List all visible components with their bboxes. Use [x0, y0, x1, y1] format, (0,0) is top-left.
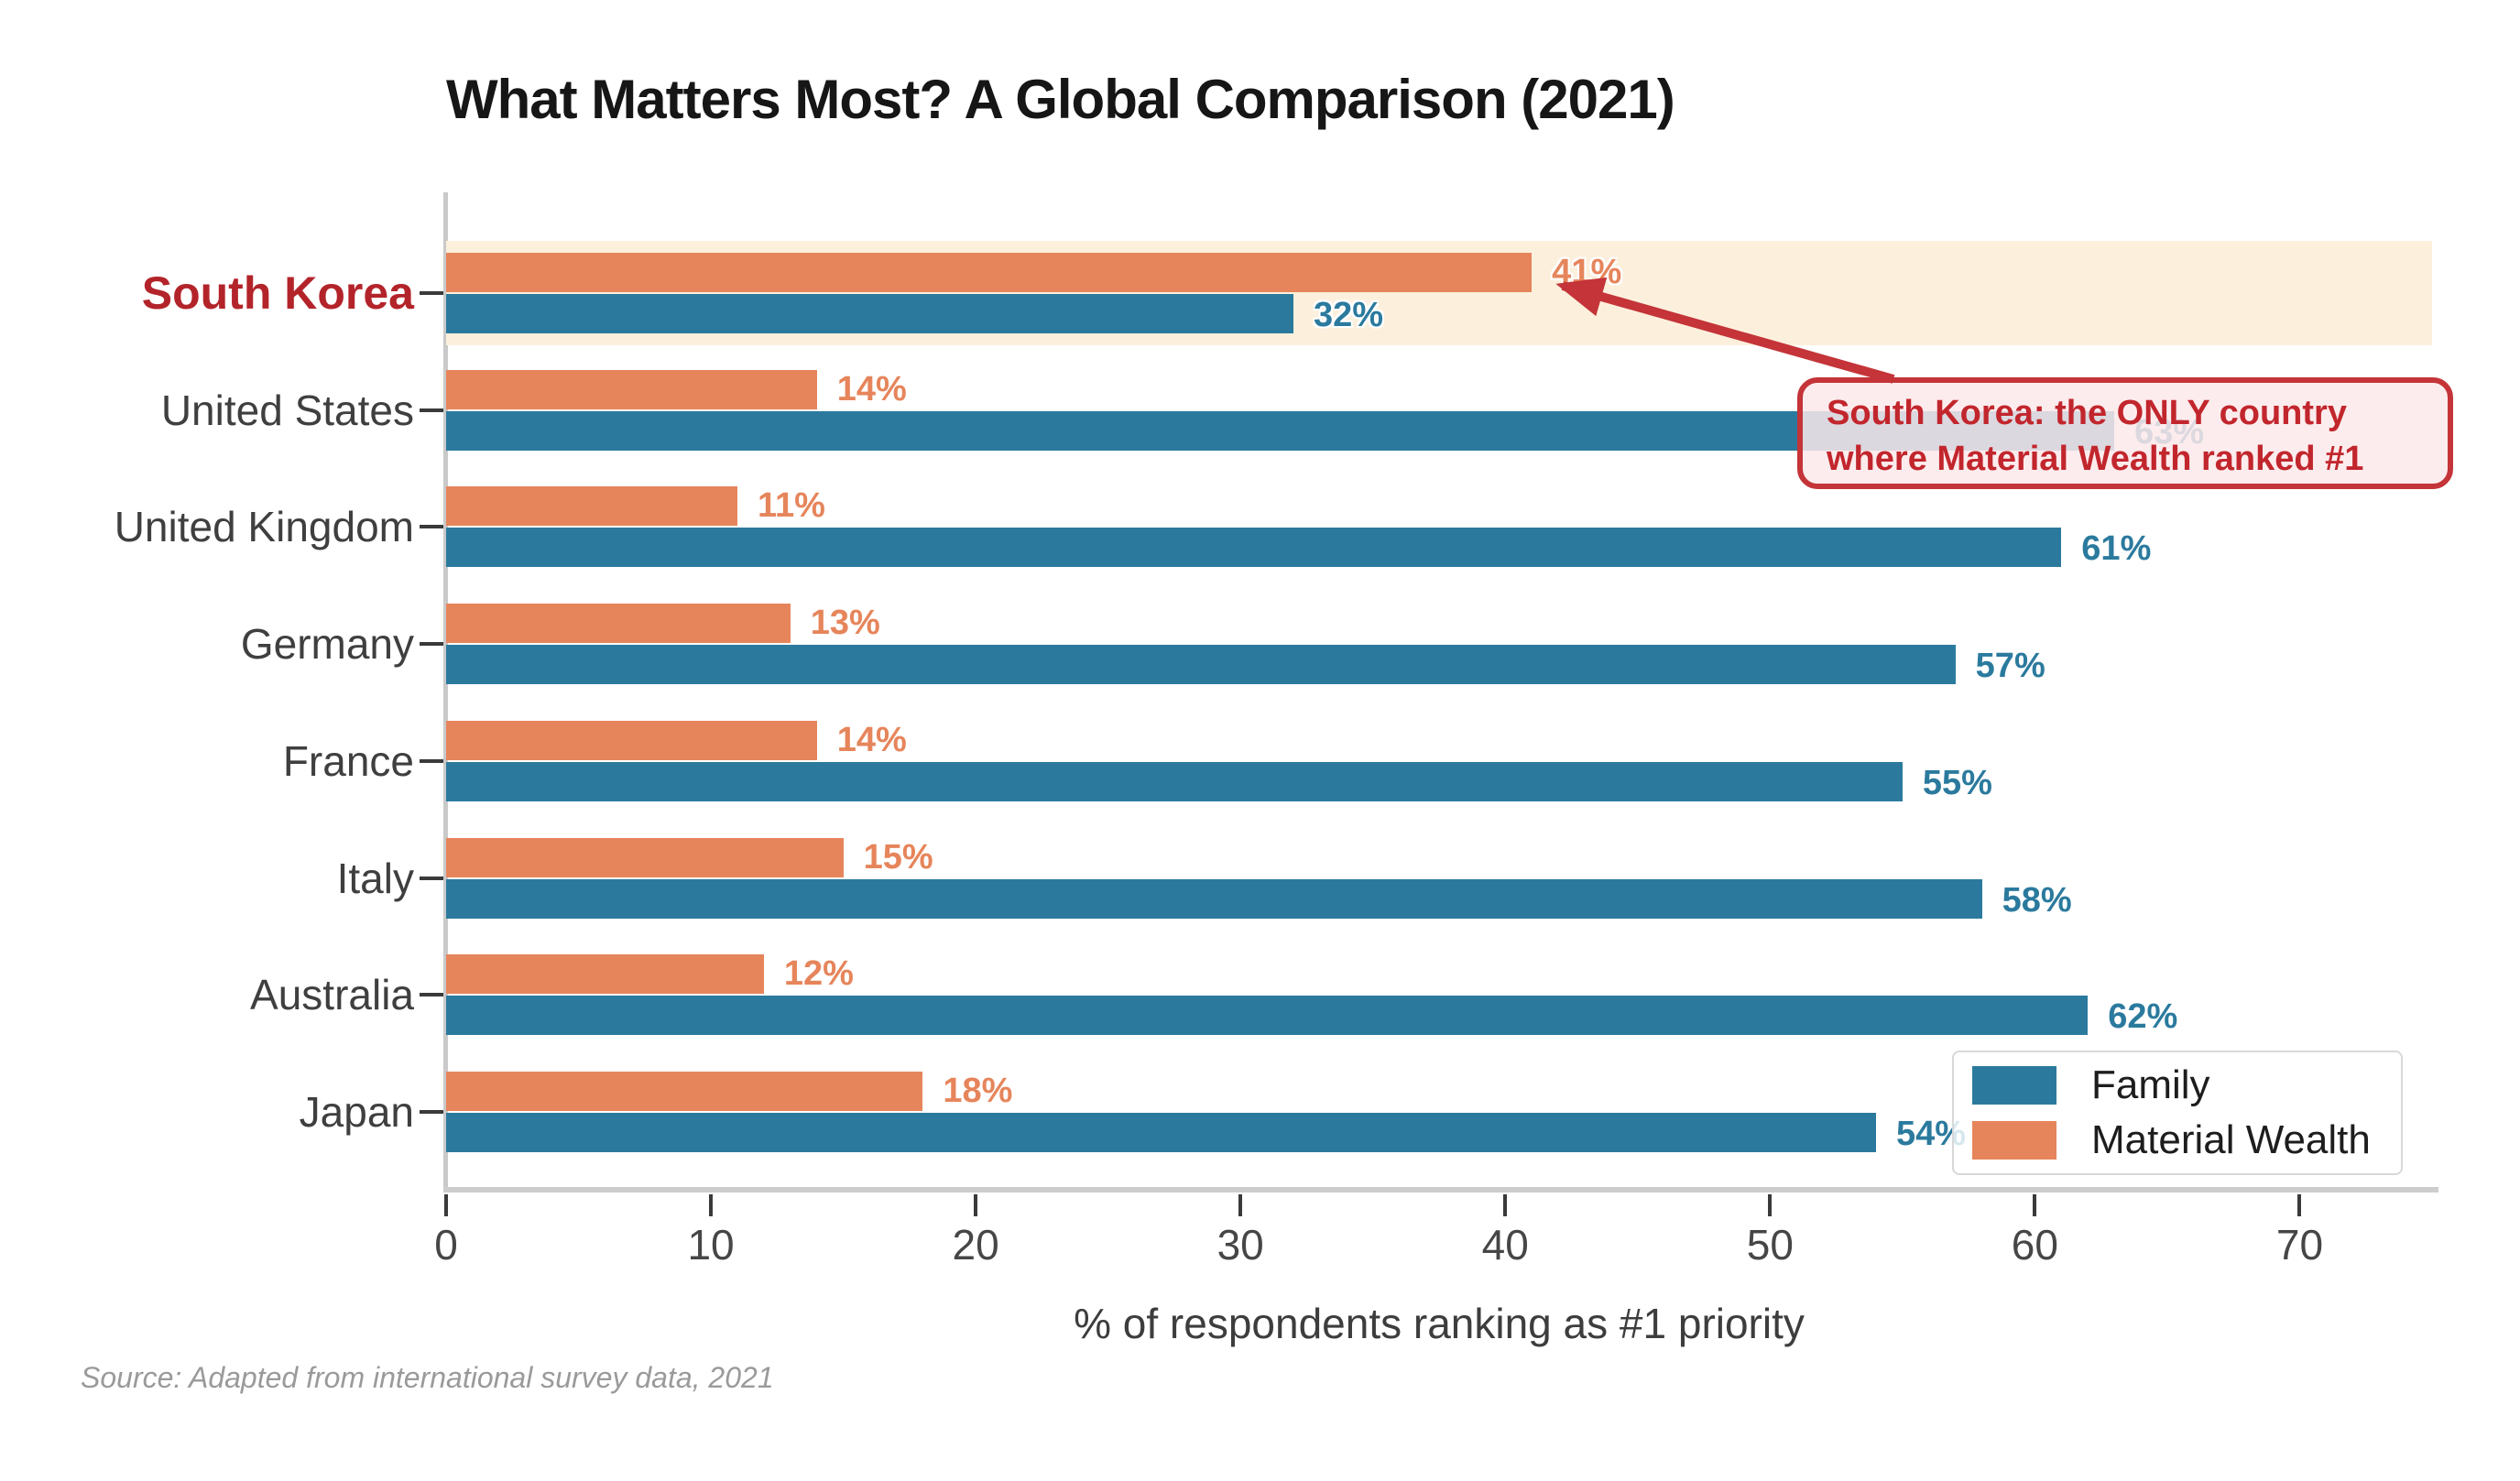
x-tick-label: 30 — [1216, 1221, 1264, 1269]
x-tick — [974, 1194, 978, 1216]
country-label-south-korea: South Korea — [141, 267, 414, 319]
material-wealth-bar — [446, 369, 817, 409]
x-tick-label: 60 — [2011, 1221, 2058, 1269]
x-tick-label: 40 — [1481, 1221, 1529, 1269]
material-wealth-swatch-icon — [1972, 1121, 2056, 1160]
chart-title: What Matters Most? A Global Comparison (… — [446, 69, 1675, 130]
country-label-germany: Germany — [240, 620, 414, 669]
x-tick — [2033, 1194, 2037, 1216]
x-tick-label: 50 — [1746, 1221, 1794, 1269]
family-bar — [446, 996, 2089, 1036]
family-value-label: 58% — [2002, 880, 2072, 920]
x-axis-spine — [443, 1187, 2438, 1192]
family-bar — [446, 528, 2062, 568]
x-tick-label: 10 — [687, 1221, 735, 1269]
family-bar — [446, 645, 1956, 685]
x-tick — [1238, 1194, 1243, 1216]
y-tick — [420, 525, 443, 529]
material-wealth-value-label: 18% — [943, 1071, 1013, 1110]
family-value-label: 32% — [1314, 296, 1384, 334]
y-axis-spine — [443, 192, 448, 1191]
y-tick — [420, 642, 443, 647]
material-wealth-value-label: 15% — [863, 837, 933, 877]
family-value-label: 62% — [2108, 997, 2178, 1037]
material-wealth-value-label: 13% — [810, 604, 880, 643]
family-value-label: 61% — [2081, 529, 2152, 569]
family-swatch-icon — [1972, 1065, 2056, 1105]
material-wealth-bar — [446, 253, 1533, 292]
family-bar — [446, 878, 1982, 919]
y-tick — [420, 993, 443, 997]
legend: Family Material Wealth — [1952, 1051, 2403, 1175]
material-wealth-value-label: 14% — [836, 369, 907, 408]
material-wealth-bar — [446, 954, 764, 995]
country-label-italy: Italy — [336, 854, 414, 902]
y-tick — [420, 408, 443, 412]
country-label-united-states: United States — [160, 386, 414, 434]
family-value-label: 55% — [1922, 763, 1992, 802]
x-tick — [444, 1194, 448, 1216]
legend-label-material-wealth: Material Wealth — [2091, 1117, 2371, 1163]
material-wealth-bar — [446, 486, 737, 527]
legend-item-material-wealth: Material Wealth — [1972, 1117, 2401, 1163]
annotation-line-1: South Korea: the ONLY country — [1827, 394, 2347, 432]
annotation-callout: South Korea: the ONLY country where Mate… — [1797, 377, 2453, 489]
material-wealth-bar — [446, 604, 791, 644]
legend-label-family: Family — [2091, 1062, 2210, 1107]
y-tick — [420, 758, 443, 763]
family-bar — [446, 761, 1903, 801]
country-label-australia: Australia — [250, 971, 414, 1019]
x-tick — [1503, 1194, 1508, 1216]
family-bar — [446, 1112, 1876, 1152]
material-wealth-value-label: 12% — [783, 954, 854, 994]
family-bar — [446, 294, 1293, 333]
x-tick-label: 20 — [952, 1221, 999, 1269]
material-wealth-bar — [446, 1071, 923, 1111]
x-tick — [2297, 1194, 2302, 1216]
x-axis-title: % of respondents ranking as #1 priority — [1074, 1300, 1805, 1347]
annotation-line-2: where Material Wealth ranked #1 — [1827, 440, 2364, 478]
family-value-label: 57% — [1975, 647, 2045, 686]
material-wealth-value-label: 41% — [1552, 253, 1622, 291]
x-tick-label: 70 — [2275, 1221, 2324, 1269]
source-note: Source: Adapted from international surve… — [81, 1361, 774, 1394]
legend-item-family: Family — [1972, 1062, 2401, 1108]
y-tick — [420, 876, 443, 880]
material-wealth-value-label: 14% — [836, 720, 907, 759]
country-label-france: France — [282, 736, 414, 785]
x-tick-label: 0 — [434, 1221, 458, 1269]
x-tick — [709, 1194, 714, 1216]
country-label-united-kingdom: United Kingdom — [114, 503, 414, 551]
material-wealth-bar — [446, 720, 817, 760]
y-tick — [420, 291, 443, 295]
country-label-japan: Japan — [299, 1087, 414, 1136]
x-tick — [1768, 1194, 1773, 1216]
material-wealth-value-label: 11% — [757, 486, 825, 526]
material-wealth-bar — [446, 837, 844, 877]
y-tick — [420, 1109, 443, 1114]
